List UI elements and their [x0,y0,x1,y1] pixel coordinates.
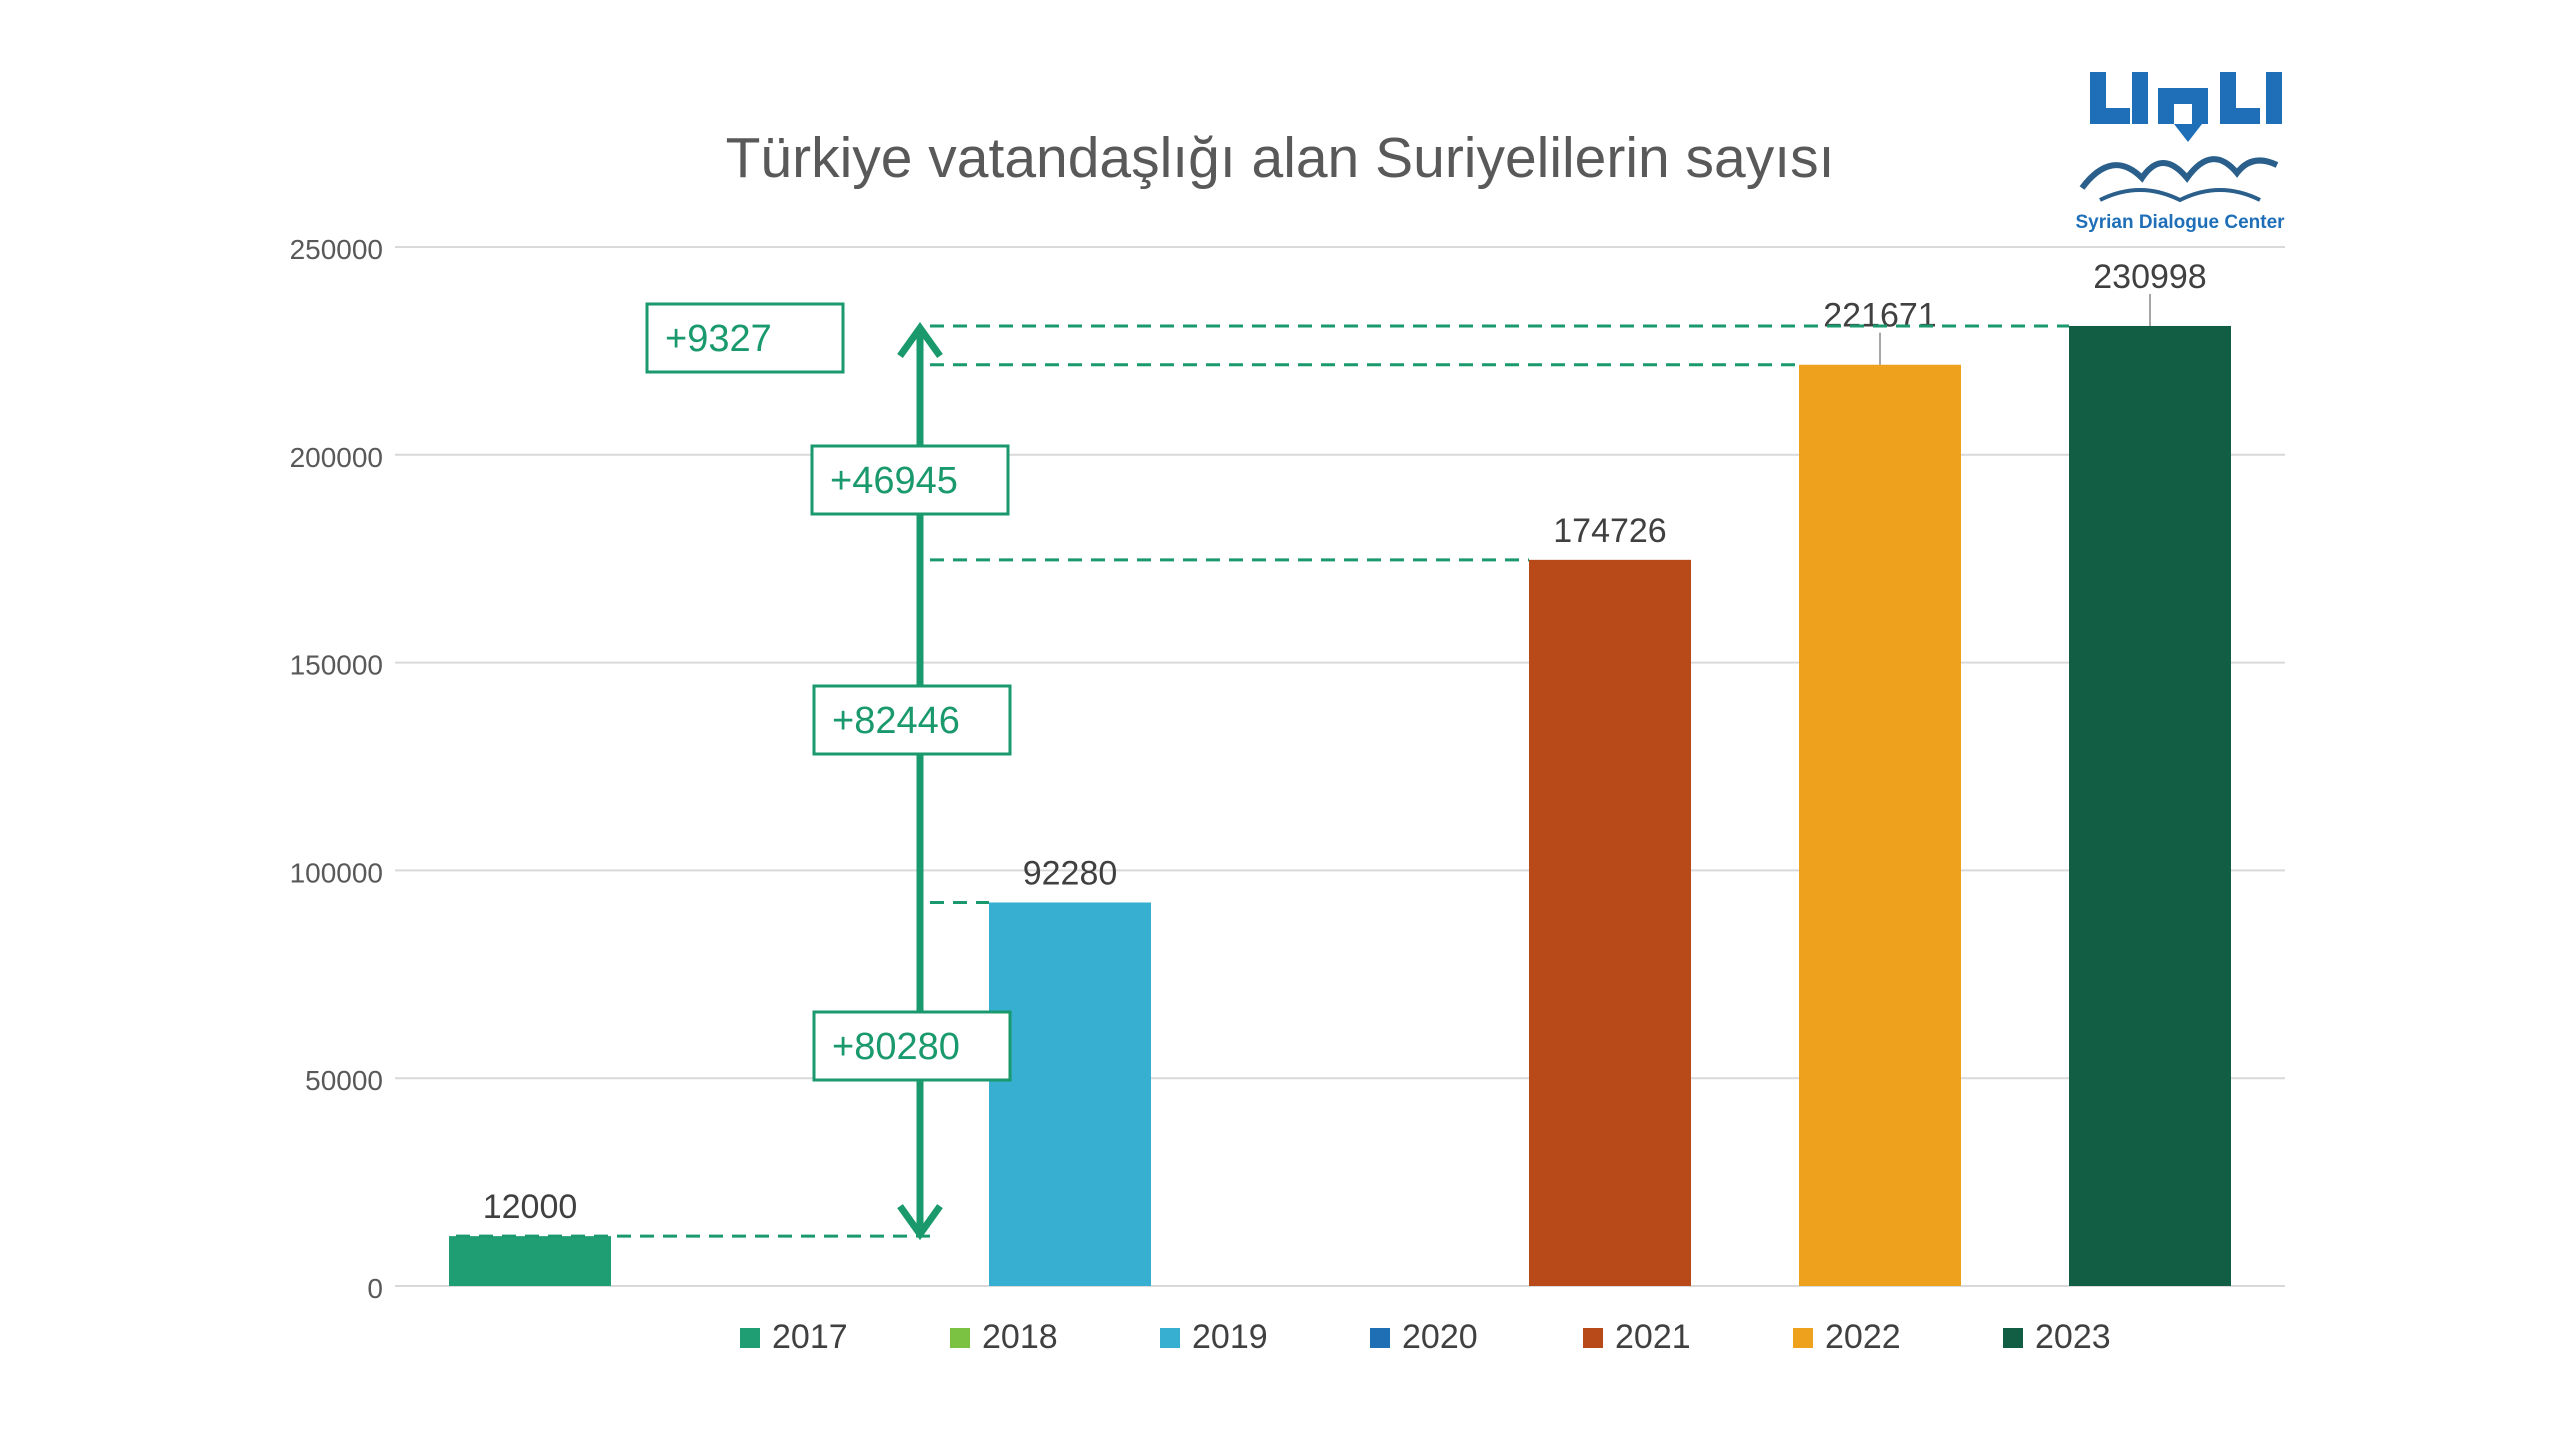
difference-box [810,444,1010,516]
legend-swatch [1583,1327,1603,1348]
legend-swatch [1793,1327,1813,1348]
difference-box [812,1010,1012,1082]
bar-2021 [1529,559,1691,1286]
bar-2019 [989,902,1151,1286]
legend-swatch [1160,1327,1180,1348]
legend-item-2022: 2022 [1793,1318,1901,1357]
y-tick-label: 200000 [290,442,383,473]
difference-label: +80280 [832,1026,960,1068]
chart-title: Türkiye vatandaşlığı alan Suriyelilerin … [725,126,1835,190]
legend-label: 2022 [1825,1318,1901,1356]
data-label-2019: 92280 [1023,854,1118,892]
logo-caption: Syrian Dialogue Center [2075,212,2285,233]
syrian-dialogue-center-logo [2079,72,2282,203]
bar-2022 [1799,364,1961,1286]
legend-item-2021: 2021 [1583,1318,1691,1357]
legend-item-2017: 2017 [740,1318,848,1357]
legend-item-2020: 2020 [1370,1318,1478,1357]
difference-box [645,302,845,374]
difference-box [812,684,1012,756]
data-label-2021: 174726 [1553,512,1666,550]
legend-item-2023: 2023 [2003,1318,2111,1357]
y-tick-label: 250000 [290,234,383,265]
arrow-head-up-icon [897,321,943,359]
legend-swatch [1370,1327,1390,1348]
bar-2017 [449,1236,611,1286]
legend-swatch [740,1327,760,1348]
data-label-2017: 12000 [483,1188,578,1226]
y-tick-label: 100000 [290,857,383,888]
y-tick-label: 50000 [305,1065,383,1096]
bar-2023 [2069,325,2231,1287]
legend-label: 2018 [982,1318,1058,1356]
legend-item-2019: 2019 [1160,1318,1268,1357]
legend-swatch [950,1327,970,1348]
legend-label: 2023 [2035,1318,2111,1356]
y-tick-label: 150000 [290,650,383,681]
legend-item-2018: 2018 [950,1318,1058,1357]
arrow-head-down-icon [897,1204,943,1241]
legend-label: 2017 [772,1318,848,1356]
difference-label: +82446 [832,700,960,742]
legend-label: 2020 [1402,1318,1478,1356]
data-label-2023: 230998 [2093,258,2206,296]
legend-label: 2021 [1615,1318,1691,1356]
data-label-2022: 221671 [1823,297,1936,335]
legend-label: 2019 [1192,1318,1268,1356]
legend-swatch [2003,1327,2023,1348]
chart-legend: 2017 2018 2019 2020 2021 2022 2023 [0,1318,2560,1378]
difference-label: +46945 [830,460,958,502]
difference-label: +9327 [665,318,772,360]
y-tick-label: 0 [367,1273,383,1304]
